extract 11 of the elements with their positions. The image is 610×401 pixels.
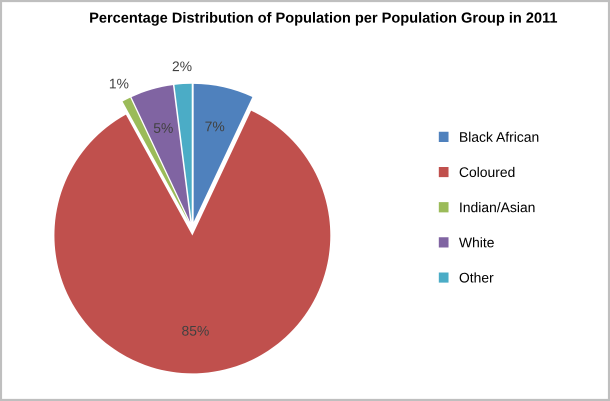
- legend-label: Black African: [460, 132, 538, 142]
- data-label: 85%: [182, 326, 209, 336]
- legend-label: White: [459, 237, 494, 248]
- legend-label: Other: [460, 272, 494, 283]
- chart-title: Percentage Distribution of Population per Population Group in 2011: [90, 12, 558, 26]
- legend-label: Indian/Asian: [460, 202, 534, 212]
- data-label: 5%: [154, 123, 173, 133]
- legend-label: Coloured: [460, 166, 514, 178]
- data-label: 2%: [172, 61, 192, 72]
- data-label: 7%: [205, 122, 224, 132]
- data-label: 1%: [110, 78, 128, 88]
